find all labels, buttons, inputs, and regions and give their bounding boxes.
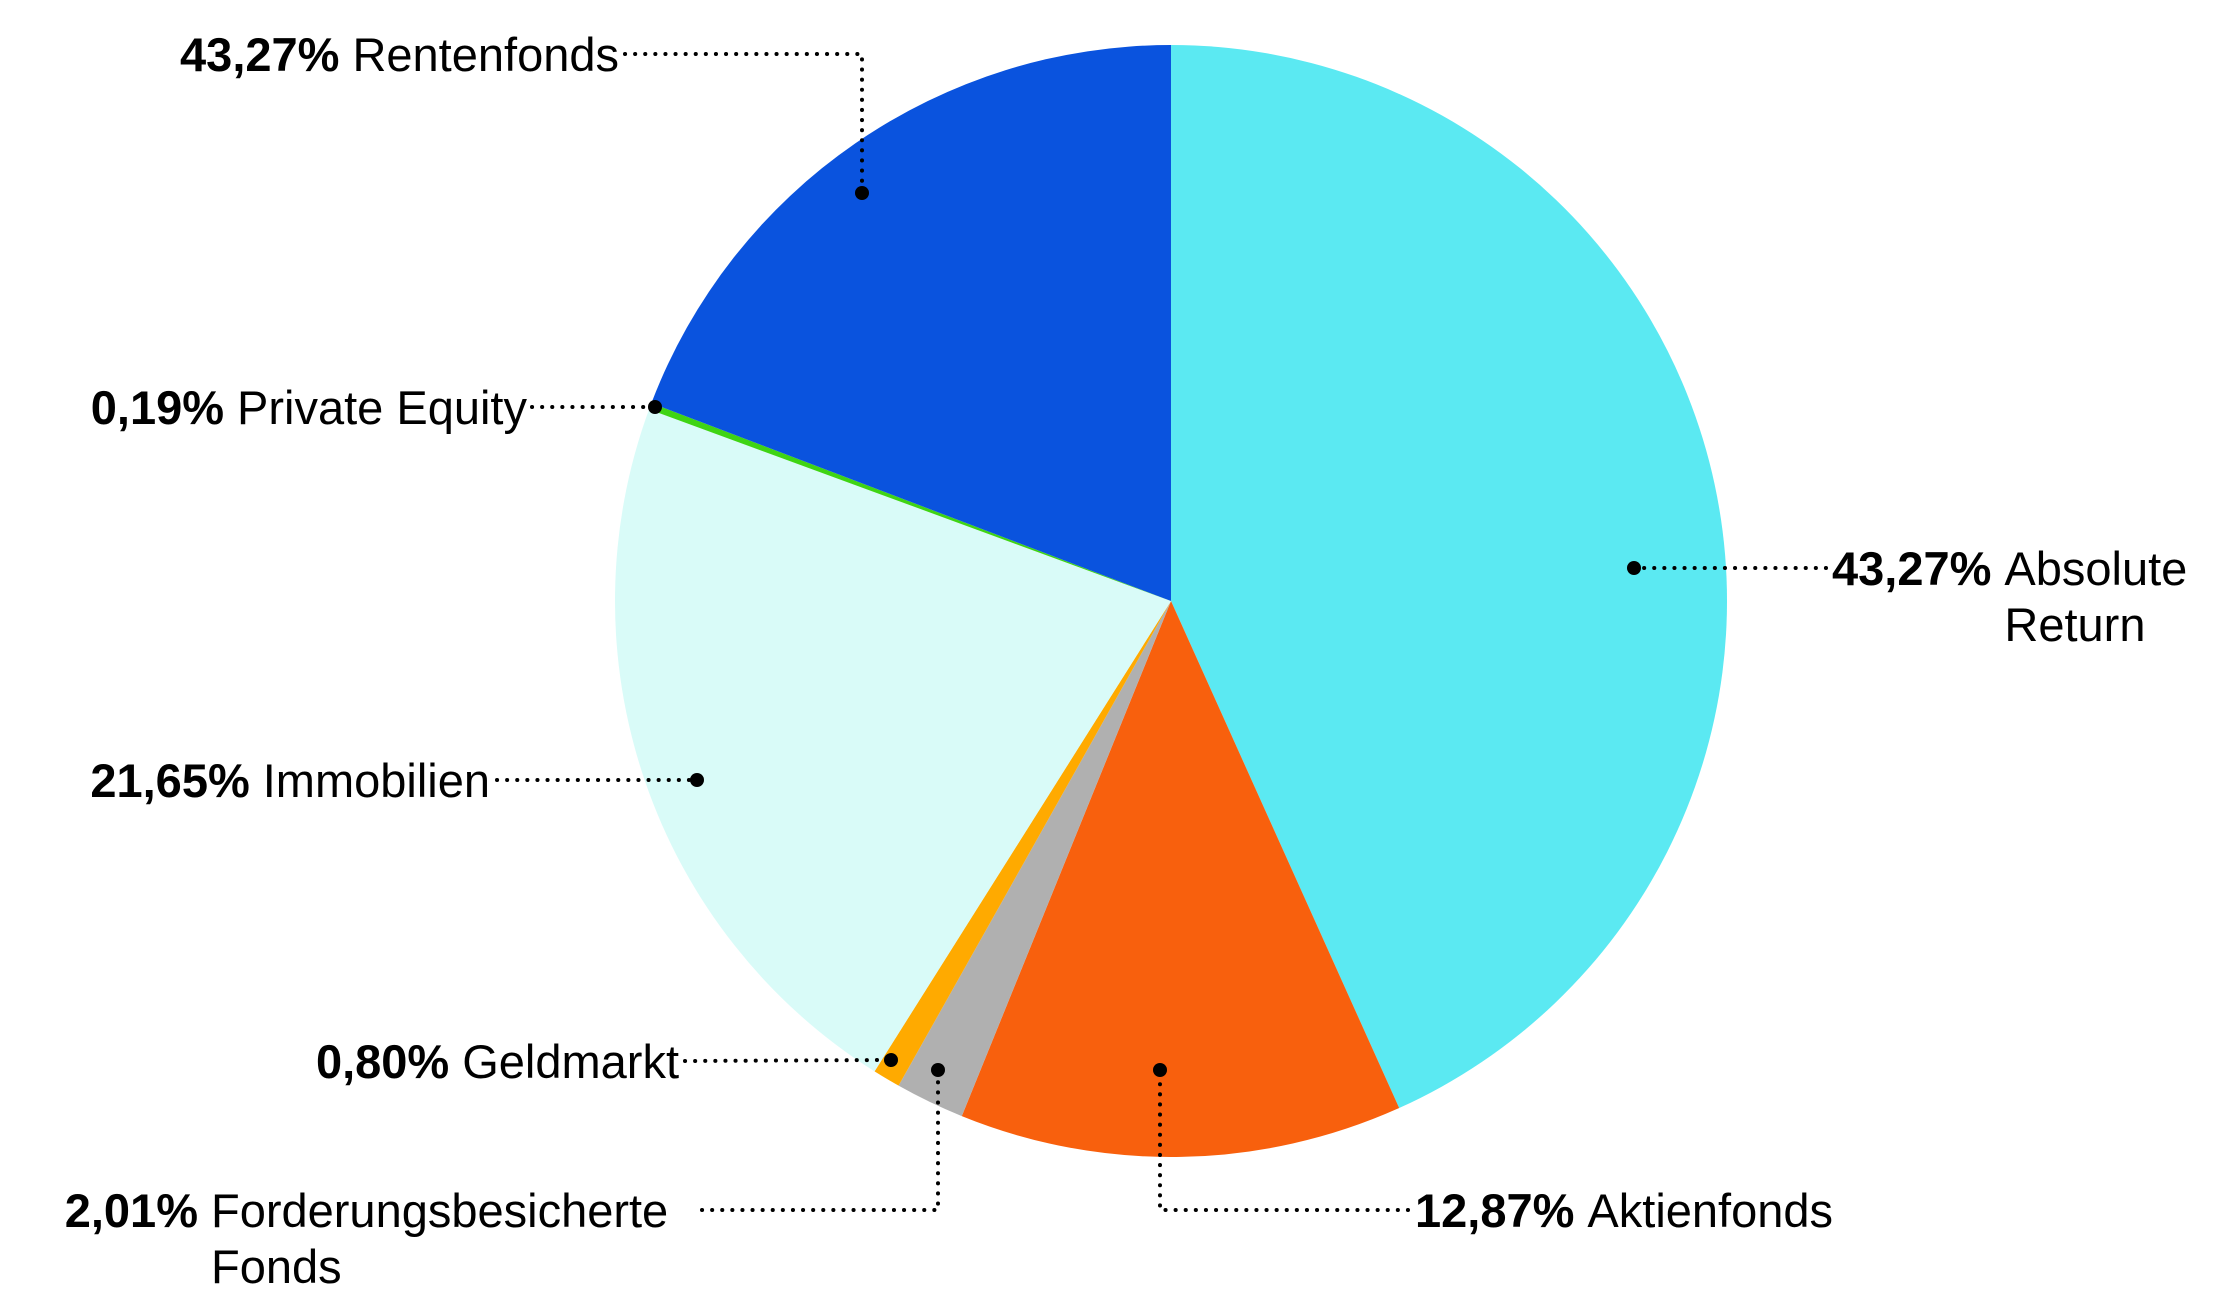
label-immobilien-name: Immobilien — [262, 754, 490, 807]
label-private-equity-name: Private Equity — [237, 381, 527, 434]
pie-slice-private-equity — [649, 403, 1171, 601]
pie-slice-immobilien — [614, 409, 1171, 1072]
label-rentenfonds-percent: 43,27% — [180, 28, 340, 81]
dot-private-equity — [648, 400, 662, 414]
label-geldmarkt-percent: 0,80% — [315, 1035, 450, 1088]
leader-geldmarkt — [683, 1058, 886, 1063]
dot-forderung — [931, 1063, 945, 1077]
label-geldmarkt: 0,80% Geldmarkt — [316, 1034, 679, 1090]
leader-rentenfonds — [623, 52, 864, 188]
label-forderungsbesicherte-fonds: 2,01% Forderungsbesicherte Fonds — [65, 1183, 696, 1292]
dot-absolute-return — [1627, 561, 1641, 575]
leader-forderung — [700, 1076, 940, 1212]
label-absolute-return-name: Absolute Return — [2004, 542, 2188, 652]
label-absolute-return: 43,27% Absolute Return — [1832, 541, 2213, 654]
dot-geldmarkt — [884, 1053, 898, 1067]
pie — [614, 45, 1728, 1158]
pie-slice-forderungsbesicherte-fonds — [898, 601, 1171, 1117]
label-immobilien: 21,65% Immobilien — [90, 753, 490, 809]
pie-slice-geldmarkt — [874, 601, 1171, 1086]
label-aktienfonds: 12,87% Aktienfonds — [1415, 1183, 1833, 1239]
pie-slice-rentenfonds — [651, 45, 1171, 601]
label-forderungsbesicherte-fonds-name: Forderungsbesicherte Fonds — [211, 1184, 669, 1292]
label-private-equity: 0,19% Private Equity — [91, 380, 527, 436]
label-aktienfonds-percent: 12,87% — [1415, 1184, 1575, 1237]
dot-aktienfonds — [1153, 1063, 1167, 1077]
label-rentenfonds: 43,27% Rentenfonds — [180, 27, 619, 83]
label-aktienfonds-name: Aktienfonds — [1587, 1184, 1834, 1237]
dot-rentenfonds — [855, 186, 869, 200]
label-rentenfonds-name: Rentenfonds — [352, 28, 619, 81]
dot-immobilien — [690, 773, 704, 787]
pie-slice-absolute-return — [1171, 45, 1728, 1109]
label-geldmarkt-name: Geldmarkt — [462, 1035, 679, 1088]
label-absolute-return-percent: 43,27% — [1832, 542, 1992, 595]
label-immobilien-percent: 21,65% — [90, 754, 250, 807]
pie-slice-aktienfonds — [961, 601, 1400, 1158]
label-forderungsbesicherte-fonds-percent: 2,01% — [64, 1184, 198, 1237]
leader-aktienfonds — [1158, 1076, 1410, 1212]
label-private-equity-percent: 0,19% — [90, 381, 225, 434]
